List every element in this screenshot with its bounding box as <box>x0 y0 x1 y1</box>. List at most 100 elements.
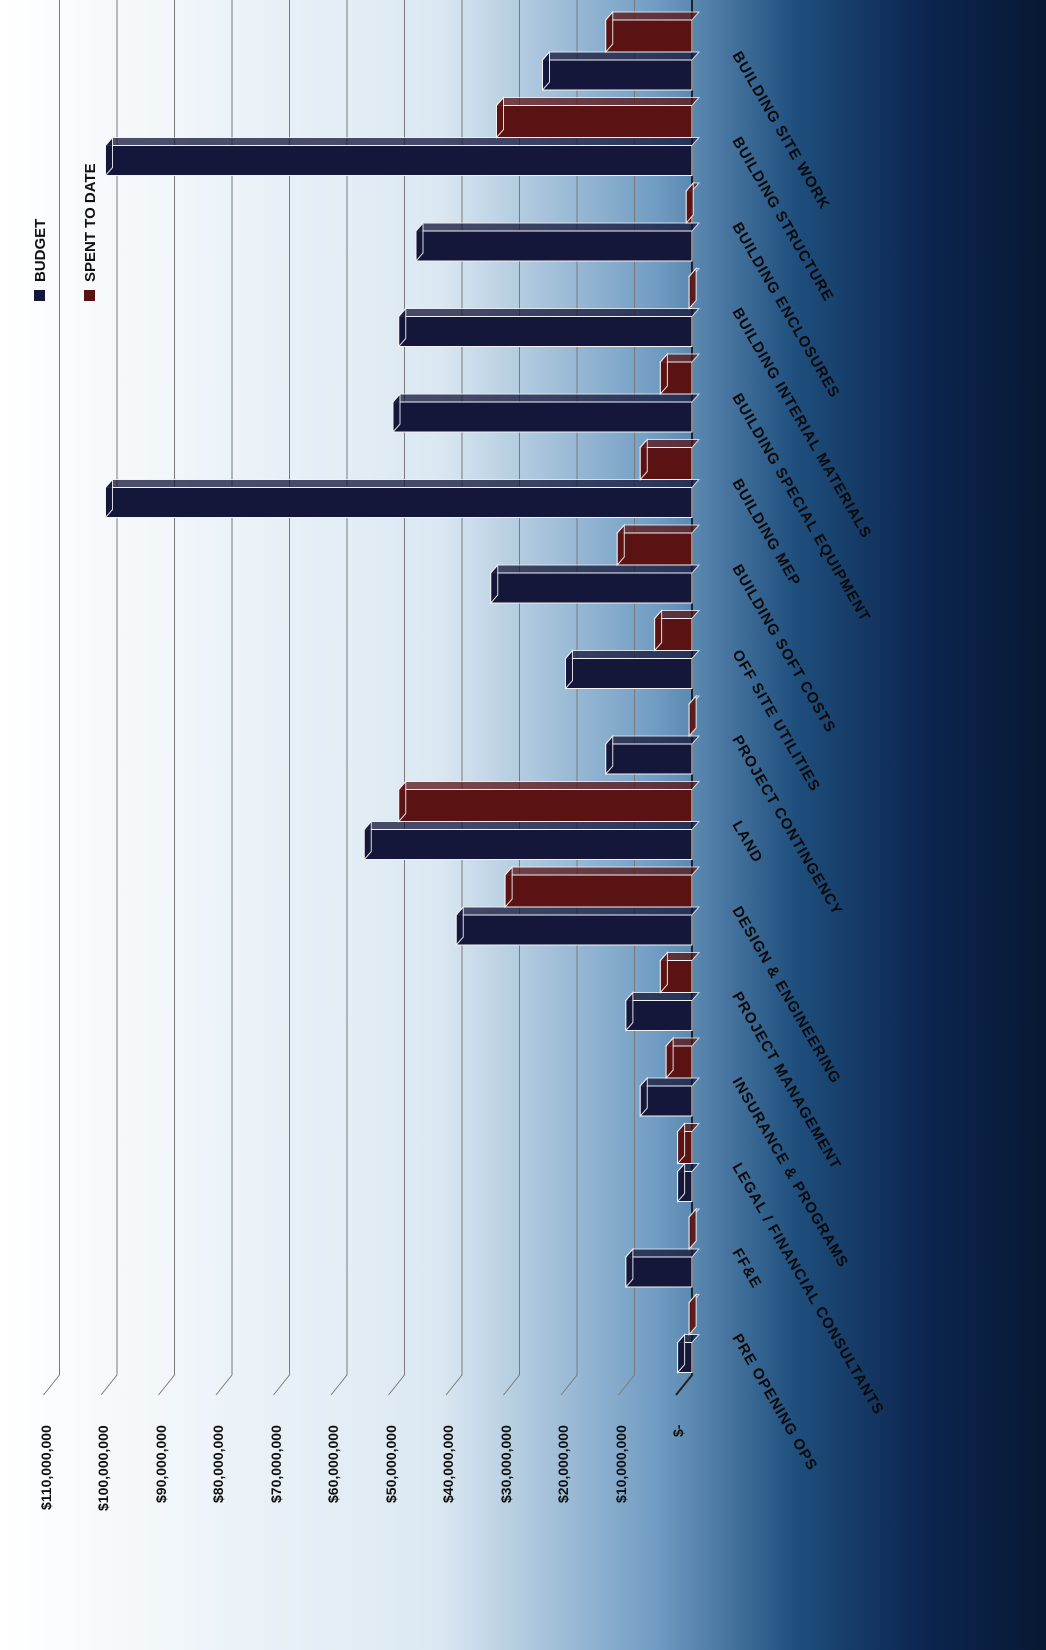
spent-bar <box>659 951 701 994</box>
budget-bar-end-face <box>392 392 401 434</box>
budget-bar-end-face <box>398 307 407 348</box>
budget-bar-front-face <box>105 487 693 518</box>
budget-bar-end-face <box>677 1333 686 1374</box>
legend-label: SPENT TO DATE <box>82 163 99 282</box>
spent-bar-end-face <box>688 1293 697 1336</box>
spent-bar <box>665 1036 701 1080</box>
budget-bar <box>489 563 701 605</box>
budget-bar <box>604 734 701 776</box>
legend-label: BUDGET <box>32 219 49 282</box>
gridline <box>618 0 635 1396</box>
budget-bar-end-face <box>105 478 113 519</box>
spent-bar-front-face <box>398 789 693 822</box>
gridline <box>158 0 175 1396</box>
spent-bar <box>616 523 701 567</box>
budget-bar-top-face <box>363 821 701 830</box>
gridline <box>388 0 405 1396</box>
spent-bar-top-face <box>604 11 701 21</box>
spent-bar-front-face <box>496 105 693 138</box>
budget-bar-front-face <box>542 59 693 91</box>
spent-bar-end-face <box>504 865 513 909</box>
spent-bar-top-face <box>495 97 701 106</box>
spent-bar <box>688 267 701 310</box>
spent-bar <box>397 780 701 823</box>
legend-swatch <box>34 290 45 301</box>
budget-bar <box>104 136 701 177</box>
spent-bar <box>604 10 701 54</box>
spent-bar-front-face <box>616 532 693 566</box>
spent-bar-end-face <box>616 523 625 567</box>
budget-bar-front-face <box>105 145 693 176</box>
spent-bar-end-face <box>654 609 663 652</box>
budget-bar-end-face <box>677 1162 686 1203</box>
budget-bar-end-face <box>415 221 424 263</box>
spent-bar-top-face <box>616 524 701 534</box>
budget-bar-front-face <box>625 1256 693 1288</box>
budget-bar-front-face <box>565 658 693 689</box>
budget-bar-front-face <box>398 316 693 347</box>
spent-bar <box>639 438 701 481</box>
budget-bar-end-face <box>363 820 372 861</box>
spent-bar-end-face <box>639 438 648 481</box>
spent-bar <box>659 352 701 396</box>
budget-bar-top-face <box>391 393 701 403</box>
budget-bar <box>414 221 701 263</box>
budget-bar-top-face <box>104 137 701 146</box>
budget-bar-top-face <box>455 906 701 916</box>
budget-bar-front-face <box>639 1085 693 1117</box>
spent-bar-front-face <box>504 874 693 908</box>
budget-bar <box>676 1333 701 1374</box>
spent-bar-end-face <box>605 10 614 54</box>
budget-bar <box>363 820 701 861</box>
budget-bar <box>391 392 701 434</box>
spent-bar-end-face <box>677 1122 686 1165</box>
spent-bar <box>653 609 701 652</box>
spent-bar-end-face <box>665 1036 674 1080</box>
budget-bar-front-face <box>455 914 693 946</box>
budget-bar <box>397 307 701 348</box>
budget-bar <box>676 1162 701 1203</box>
budget-bar-top-face <box>639 1077 701 1087</box>
budget-bar <box>455 905 701 947</box>
spent-bar-front-face <box>605 19 693 53</box>
budget-bar-front-face <box>392 401 693 433</box>
budget-bar-end-face <box>105 136 113 177</box>
spent-bar-top-face <box>397 781 701 790</box>
spent-bar-end-face <box>688 267 697 310</box>
budget-bar-end-face <box>605 734 614 776</box>
budget-bar-top-face <box>414 222 701 232</box>
spent-bar <box>685 181 701 225</box>
budget-bar-top-face <box>104 479 701 488</box>
spent-bar <box>504 865 701 909</box>
spent-bar <box>688 694 701 738</box>
budget-bar <box>624 1247 701 1289</box>
spent-bar <box>688 1207 701 1251</box>
gridline <box>43 0 60 1396</box>
legend-swatch <box>84 290 95 301</box>
budget-bar-top-face <box>397 308 701 317</box>
budget-bar-top-face <box>604 735 701 745</box>
budget-bar <box>541 50 701 92</box>
spent-bar-end-face <box>685 181 694 225</box>
budget-bar-end-face <box>542 50 550 92</box>
budget-bar-front-face <box>363 829 693 860</box>
spent-bar-end-face <box>496 96 504 139</box>
spent-bar-top-face <box>504 866 701 876</box>
spent-bar-end-face <box>688 694 697 738</box>
gridline <box>330 0 348 1396</box>
gridline <box>273 0 290 1396</box>
spent-bar-end-face <box>659 352 668 396</box>
budget-bar-end-face <box>639 1076 648 1118</box>
gridline <box>100 0 118 1396</box>
budget-bar-front-face <box>605 743 693 775</box>
budget-bar-top-face <box>624 992 701 1001</box>
budget-bar-end-face <box>490 563 499 605</box>
budget-bar-top-face <box>624 1248 701 1258</box>
budget-bar-top-face <box>564 650 701 659</box>
budget-bar-front-face <box>490 572 693 604</box>
spent-bar <box>688 1293 701 1336</box>
spent-bar-top-face <box>639 439 701 448</box>
budget-bar-front-face <box>415 230 693 262</box>
